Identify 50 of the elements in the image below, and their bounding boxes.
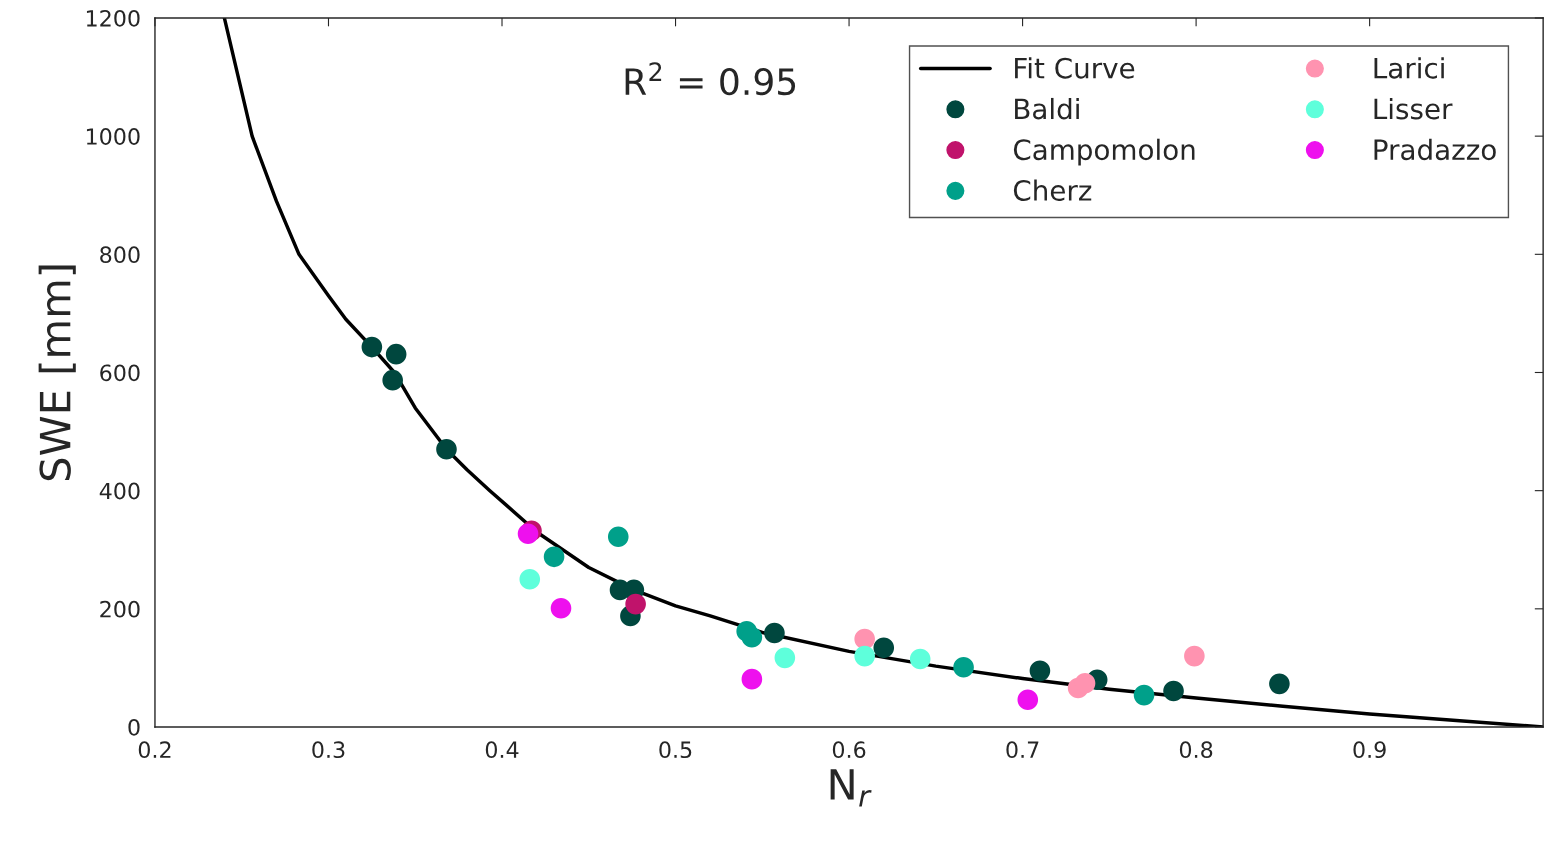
point — [1074, 672, 1096, 694]
point — [873, 637, 895, 659]
y-tick-label: 600 — [100, 364, 140, 382]
point — [436, 439, 457, 460]
x-tick-label: 0.2 — [138, 741, 171, 759]
point — [543, 546, 565, 568]
point — [625, 593, 646, 615]
point — [607, 526, 629, 548]
point — [361, 336, 383, 358]
point — [382, 369, 403, 391]
x-tick-label: 0.3 — [312, 741, 345, 759]
legend-label: Cherz — [1013, 179, 1092, 201]
point — [1017, 689, 1039, 711]
point — [1029, 660, 1051, 682]
legend-label: Lisser — [1374, 97, 1453, 120]
point — [741, 668, 763, 690]
point — [519, 568, 541, 590]
y-axis-title: SWE [mm] — [38, 265, 76, 481]
x-tick-label: 0.6 — [832, 741, 866, 759]
point — [854, 645, 875, 667]
point — [1163, 680, 1184, 702]
x-tick-label: 0.7 — [1006, 741, 1039, 759]
x-axis-title: N$_{r}$ — [830, 769, 872, 807]
point — [764, 622, 785, 644]
y-tick-label: 1000 — [86, 128, 140, 145]
x-tick-label: 0.5 — [659, 741, 692, 759]
annotation: R$^{2}$ = 0.95 — [625, 62, 796, 96]
y-tick-label: 1200 — [86, 9, 140, 27]
legend-label: Campomolon — [1013, 138, 1195, 166]
legend-label: Baldi — [1015, 97, 1079, 120]
legend-label: Fit Curve — [1015, 57, 1135, 79]
legend-label: Larici — [1374, 57, 1444, 79]
point — [909, 648, 931, 670]
y-tick-label: 400 — [99, 482, 140, 500]
point — [385, 343, 407, 365]
x-tick-label: 0.8 — [1179, 741, 1213, 759]
point — [741, 626, 763, 648]
x-tick-label: 0.4 — [485, 741, 519, 759]
legend-label: Pradazzo — [1374, 138, 1496, 161]
x-tick-label: 0.9 — [1353, 741, 1386, 759]
point — [1184, 645, 1205, 667]
point — [774, 647, 796, 669]
y-tick-label: 800 — [100, 246, 140, 264]
point — [550, 597, 572, 619]
point — [953, 657, 974, 678]
y-tick-label: 0 — [128, 718, 140, 736]
point — [1133, 684, 1155, 706]
point — [854, 628, 875, 650]
point — [1269, 673, 1290, 695]
y-tick-label: 200 — [100, 600, 140, 618]
